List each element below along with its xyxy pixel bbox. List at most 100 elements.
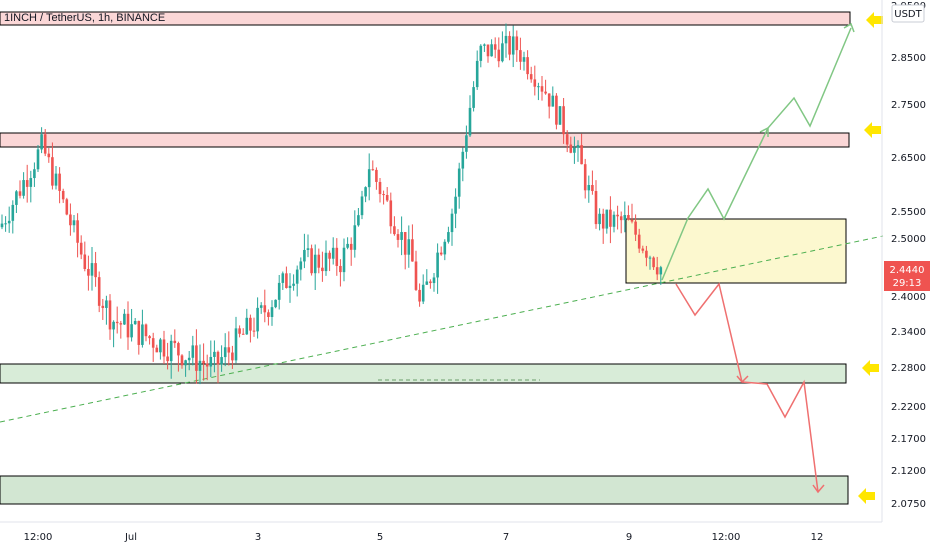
candle-down	[162, 339, 166, 357]
candle-up	[90, 263, 94, 276]
candle-up	[421, 284, 425, 302]
candle-up	[551, 95, 555, 107]
candle-up	[450, 213, 454, 233]
candle-down	[79, 242, 83, 255]
candle-up	[612, 214, 616, 227]
candle-down	[529, 74, 533, 80]
candle-up	[187, 357, 191, 361]
candle-up	[504, 35, 508, 44]
candle-up	[209, 356, 213, 367]
candle-down	[18, 191, 22, 196]
price-axis[interactable]: 2.95002.85002.75002.65002.55002.50002.40…	[891, 1, 926, 510]
candle-up	[288, 285, 292, 289]
candle-down	[594, 191, 598, 225]
candle-down	[339, 265, 342, 273]
resistance-zone-top	[0, 11, 851, 26]
time-tick-label: 12:00	[24, 532, 53, 543]
candle-down	[382, 194, 385, 196]
resistance-zone-mid	[0, 132, 850, 148]
candle-down	[533, 79, 537, 87]
candle-down	[61, 190, 65, 200]
candle-down	[249, 317, 252, 331]
candle-down	[335, 247, 339, 266]
candle-down	[414, 261, 418, 290]
candle-down	[321, 267, 324, 272]
candle-up	[407, 239, 411, 255]
candle-down	[508, 35, 511, 55]
candle-down	[241, 333, 245, 335]
projection-down-path	[675, 282, 819, 493]
currency-box[interactable]	[891, 4, 925, 23]
candle-down	[177, 343, 180, 356]
candle-up	[537, 86, 540, 88]
candle-up	[436, 252, 439, 278]
time-tick-label: Jul	[124, 532, 137, 543]
candle-down	[349, 243, 353, 250]
candle-up	[303, 249, 306, 262]
candles-group	[0, 23, 663, 385]
candle-down	[58, 173, 61, 191]
candle-down	[565, 134, 569, 145]
candle-up	[468, 107, 472, 136]
candle-down	[375, 169, 378, 182]
candle-down	[486, 44, 490, 57]
candle-up	[479, 45, 483, 61]
candle-up	[33, 169, 36, 179]
candle-down	[540, 86, 544, 92]
chart-title: 1INCH / TetherUS, 1h, BINANCE	[4, 12, 165, 24]
last-price-value: 2.4440	[890, 265, 925, 276]
candle-down	[562, 106, 565, 135]
candle-down	[216, 351, 220, 365]
candle-down	[601, 213, 605, 229]
candle-down	[267, 312, 270, 317]
candle-down	[144, 324, 148, 337]
candle-down	[263, 305, 267, 313]
price-tick-label: 2.7500	[891, 100, 926, 111]
candle-up	[295, 269, 299, 284]
candle-up	[220, 357, 223, 365]
candle-down	[655, 267, 659, 275]
candle-down	[634, 221, 637, 235]
candle-up	[40, 134, 43, 150]
candle-down	[371, 169, 375, 171]
candle-up	[29, 178, 33, 187]
candle-down	[619, 216, 623, 221]
candle-up	[454, 196, 457, 214]
candle-down	[317, 254, 321, 268]
candle-up	[36, 149, 40, 170]
candle-down	[583, 164, 587, 191]
trendline	[0, 235, 884, 423]
candle-down	[205, 363, 209, 367]
price-tick-label: 2.2200	[891, 402, 926, 413]
time-tick-label: 3	[255, 532, 261, 543]
time-tick-label: 12:00	[712, 532, 741, 543]
candle-down	[645, 250, 648, 258]
candle-down	[497, 49, 501, 62]
candle-down	[591, 185, 594, 192]
arrow-marker-icon	[862, 360, 879, 376]
candle-down	[202, 360, 205, 364]
candle-up	[281, 273, 285, 283]
candle-up	[256, 307, 259, 332]
candle-down	[429, 281, 432, 284]
candle-down	[155, 347, 159, 353]
candle-up	[141, 324, 144, 345]
candle-up	[501, 43, 504, 62]
candle-up	[306, 248, 310, 250]
time-axis[interactable]: 12:00 Jul 3 5 7 9 12:00 12	[24, 532, 824, 543]
candle-up	[457, 168, 461, 197]
candle-up	[558, 106, 562, 125]
candle-up	[400, 232, 403, 240]
price-tick-label: 2.5500	[891, 207, 926, 218]
candle-up	[313, 254, 317, 274]
candle-up	[270, 307, 274, 317]
candle-up	[274, 299, 277, 308]
price-tick-label: 2.4000	[891, 292, 926, 303]
candle-up	[447, 232, 450, 242]
candle-up	[169, 340, 173, 362]
candle-up	[425, 281, 429, 285]
arrow-marker-icon	[858, 488, 875, 504]
candle-up	[11, 204, 15, 221]
candle-down	[101, 305, 105, 308]
